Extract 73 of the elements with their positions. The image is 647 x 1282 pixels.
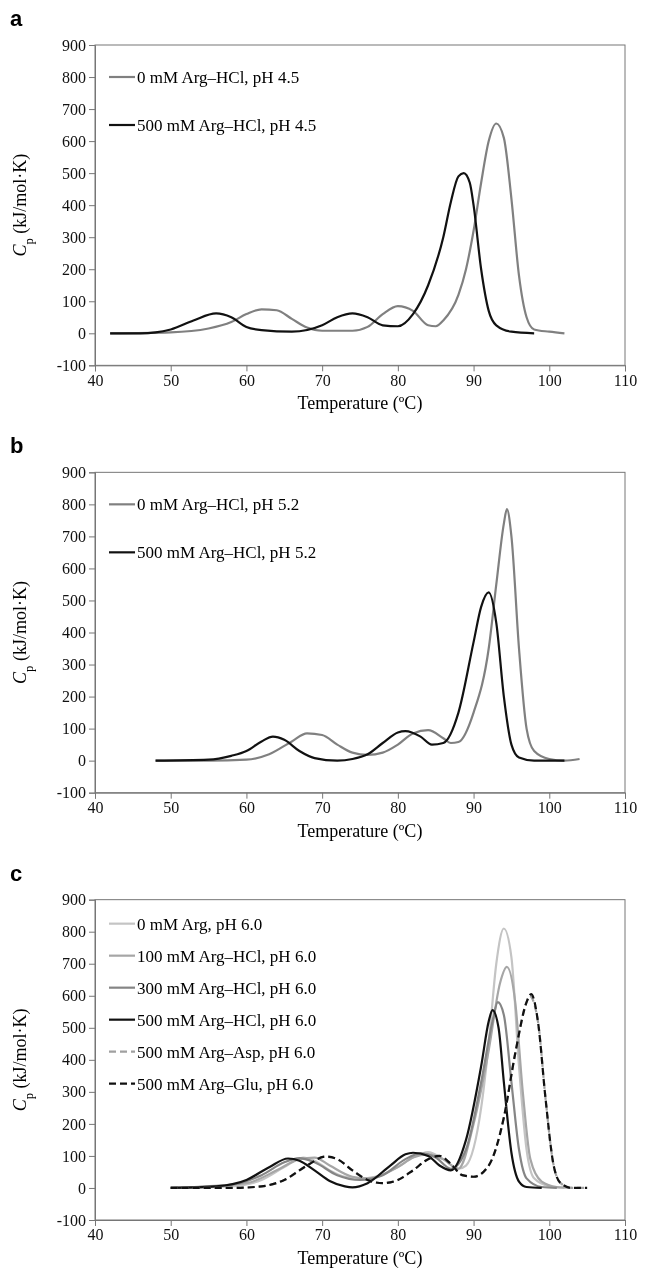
y-tick-label: 900: [62, 463, 86, 481]
x-tick-label: 50: [163, 371, 180, 389]
x-tick-label: 100: [537, 1226, 562, 1244]
y-tick-label: -100: [56, 356, 86, 374]
legend-label: 500 mM Arg–Asp, pH 6.0: [137, 1042, 316, 1062]
y-tick-label: 600: [62, 132, 86, 150]
x-tick-label: 80: [390, 1226, 407, 1244]
y-tick-label: 0: [78, 752, 86, 770]
y-tick-label: 400: [62, 1051, 86, 1069]
y-tick-label: 700: [62, 955, 86, 973]
legend-label: 0 mM Arg, pH 6.0: [137, 914, 263, 934]
x-tick-label: 110: [613, 371, 638, 389]
x-tick-label: 60: [238, 371, 255, 389]
legend-label: 500 mM Arg–HCl, pH 5.2: [137, 543, 317, 563]
y-tick-label: 500: [62, 1019, 86, 1037]
x-tick-label: 60: [238, 1226, 255, 1244]
legend-label: 500 mM Arg–HCl, pH 6.0: [137, 1010, 317, 1030]
y-tick-label: 900: [62, 891, 86, 909]
x-tick-label: 110: [613, 1226, 638, 1244]
y-tick-label: 800: [62, 68, 86, 86]
chart-title: c: [10, 860, 23, 886]
legend-label: 500 mM Arg–HCl, pH 4.5: [137, 115, 317, 135]
legend-label: 300 mM Arg–HCl, pH 6.0: [137, 978, 317, 998]
legend-label: 0 mM Arg–HCl, pH 5.2: [137, 495, 300, 515]
y-tick-label: 100: [62, 720, 86, 738]
x-tick-label: 90: [466, 799, 483, 817]
x-tick-label: 50: [163, 1226, 180, 1244]
chart-title: b: [10, 433, 24, 459]
legend-label: 500 mM Arg–Glu, pH 6.0: [137, 1074, 314, 1094]
y-tick-label: 400: [62, 196, 86, 214]
y-tick-label: 100: [62, 1147, 86, 1165]
y-tick-label: 600: [62, 987, 86, 1005]
y-tick-label: 200: [62, 1115, 86, 1133]
y-tick-label: 100: [62, 292, 86, 310]
y-tick-label: 300: [62, 228, 86, 246]
y-tick-label: 400: [62, 624, 86, 642]
chart-title: a: [10, 6, 23, 31]
y-tick-label: 800: [62, 923, 86, 941]
x-tick-label: 90: [466, 371, 483, 389]
x-axis-title: Temperature (ºC): [297, 820, 423, 842]
y-tick-label: 500: [62, 592, 86, 610]
y-tick-label: 0: [78, 324, 86, 342]
x-tick-label: 80: [390, 371, 407, 389]
x-tick-label: 50: [163, 799, 180, 817]
x-tick-label: 100: [537, 371, 562, 389]
y-tick-label: -100: [56, 784, 86, 802]
x-tick-label: 70: [314, 799, 331, 817]
y-tick-label: -100: [56, 1211, 86, 1229]
y-tick-label: 200: [62, 688, 86, 706]
x-tick-label: 40: [87, 371, 104, 389]
x-tick-label: 40: [87, 1226, 104, 1244]
x-tick-label: 80: [390, 799, 407, 817]
y-tick-label: 0: [78, 1179, 86, 1197]
x-tick-label: 40: [87, 799, 104, 817]
x-tick-label: 90: [466, 1226, 483, 1244]
x-tick-label: 110: [613, 799, 638, 817]
y-tick-label: 700: [62, 100, 86, 118]
x-axis-title: Temperature (ºC): [297, 393, 423, 415]
x-tick-label: 70: [314, 1226, 331, 1244]
x-tick-label: 70: [314, 371, 331, 389]
x-tick-label: 100: [537, 799, 562, 817]
y-tick-label: 800: [62, 495, 86, 513]
y-tick-label: 200: [62, 260, 86, 278]
y-tick-label: 300: [62, 656, 86, 674]
y-tick-label: 700: [62, 528, 86, 546]
x-tick-label: 60: [238, 799, 255, 817]
y-tick-label: 900: [62, 36, 86, 54]
legend-label: 0 mM Arg–HCl, pH 4.5: [137, 67, 300, 87]
y-tick-label: 300: [62, 1083, 86, 1101]
y-tick-label: 600: [62, 560, 86, 578]
x-axis-title: Temperature (ºC): [297, 1248, 423, 1269]
legend-label: 100 mM Arg–HCl, pH 6.0: [137, 946, 317, 966]
y-tick-label: 500: [62, 164, 86, 182]
